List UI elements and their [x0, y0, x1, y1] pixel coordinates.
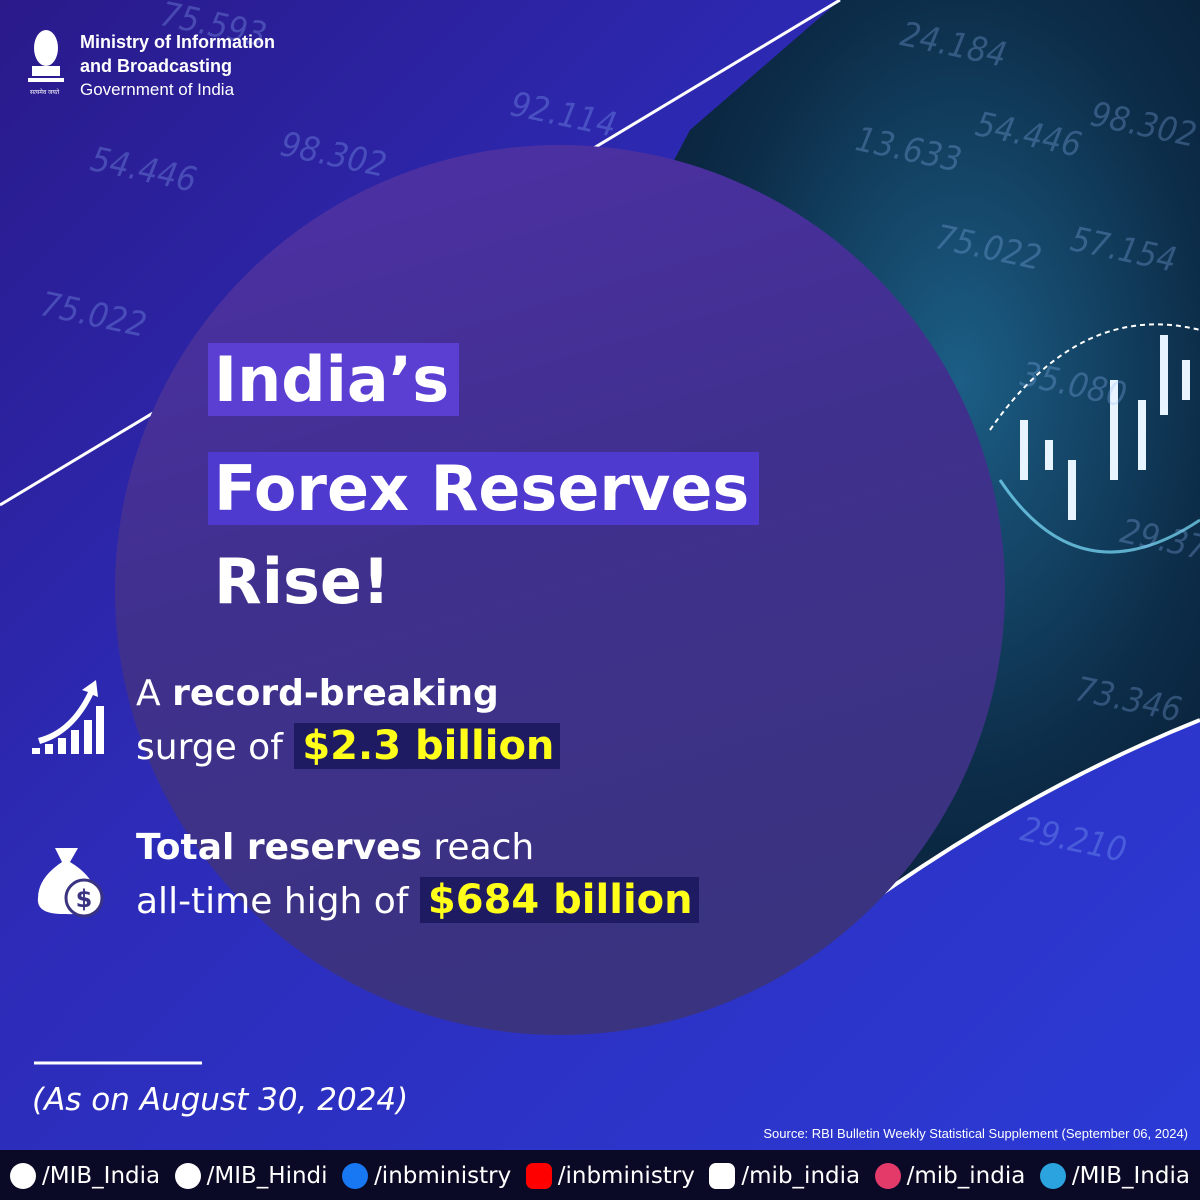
- point-text: all-time high of: [136, 881, 409, 922]
- point: A record-breaking surge of $2.3 billion: [136, 668, 561, 774]
- point-highlight: $684 billion: [419, 877, 699, 923]
- title-line: India’s: [208, 343, 460, 417]
- date-note: (As on August 30, 2024): [32, 1082, 409, 1118]
- title-text: Forex Reserves: [208, 452, 760, 525]
- growth-icon: [32, 680, 104, 754]
- point-line: all-time high of $684 billion: [136, 874, 699, 928]
- social-text: /mib_india: [906, 1163, 1026, 1189]
- svg-text:$: $: [76, 885, 93, 913]
- money-bag-icon: $: [37, 848, 104, 918]
- title-line: Forex Reserves: [208, 452, 760, 526]
- point-bold: record-breaking: [172, 673, 499, 714]
- social-text: /MIB_Hindi: [206, 1163, 328, 1189]
- point-line: Total reserves reach: [136, 822, 699, 874]
- social-handle[interactable]: /MIB_Hindi: [174, 1160, 328, 1192]
- social-handle[interactable]: /MIB_India: [1039, 1160, 1190, 1192]
- trend-curve: [989, 323, 1200, 431]
- ministry-line: Ministry of Information: [80, 32, 275, 52]
- social-text: /MIB_India: [42, 1163, 161, 1189]
- point-line: surge of $2.3 billion: [136, 720, 561, 774]
- point: Total reserves reach all-time high of $6…: [136, 822, 699, 928]
- emblem-motto: सत्यमेव जयते: [30, 90, 60, 96]
- social-text: /mib_india: [741, 1163, 861, 1189]
- point-highlight: $2.3 billion: [294, 723, 561, 769]
- point-line: A record-breaking: [136, 668, 560, 720]
- title-text: Rise!: [214, 545, 391, 618]
- title-line: Rise!: [208, 545, 400, 619]
- ministry-line: and Broadcasting: [80, 56, 233, 76]
- emblem: [28, 30, 64, 82]
- social-handle[interactable]: /inbministry: [525, 1160, 695, 1192]
- social-text: /inbministry: [374, 1163, 512, 1189]
- social-text: /inbministry: [557, 1163, 695, 1189]
- candlesticks: [1020, 335, 1190, 520]
- social-handle[interactable]: /MIB_India: [10, 1160, 160, 1192]
- government-line: Government of India: [80, 80, 235, 99]
- trend-curve: [998, 479, 1200, 554]
- ministry-name: Ministry of Information and Broadcasting…: [80, 30, 275, 102]
- point-text: A: [136, 673, 161, 714]
- title-text: India’s: [208, 343, 460, 416]
- social-text: /MIB_India: [1071, 1163, 1190, 1189]
- social-handle[interactable]: /inbministry: [342, 1160, 511, 1192]
- point-bold: Total reserves: [136, 827, 422, 868]
- social-handle[interactable]: /mib_india: [874, 1160, 1026, 1192]
- social-bar: /MIB_India /MIB_Hindi /inbministry /inbm…: [10, 1160, 1190, 1192]
- point-text: reach: [433, 827, 535, 868]
- source-note: Source: RBI Bulletin Weekly Statistical …: [763, 1126, 1188, 1141]
- social-handle[interactable]: /mib_india: [709, 1160, 860, 1192]
- point-text: surge of: [136, 727, 283, 768]
